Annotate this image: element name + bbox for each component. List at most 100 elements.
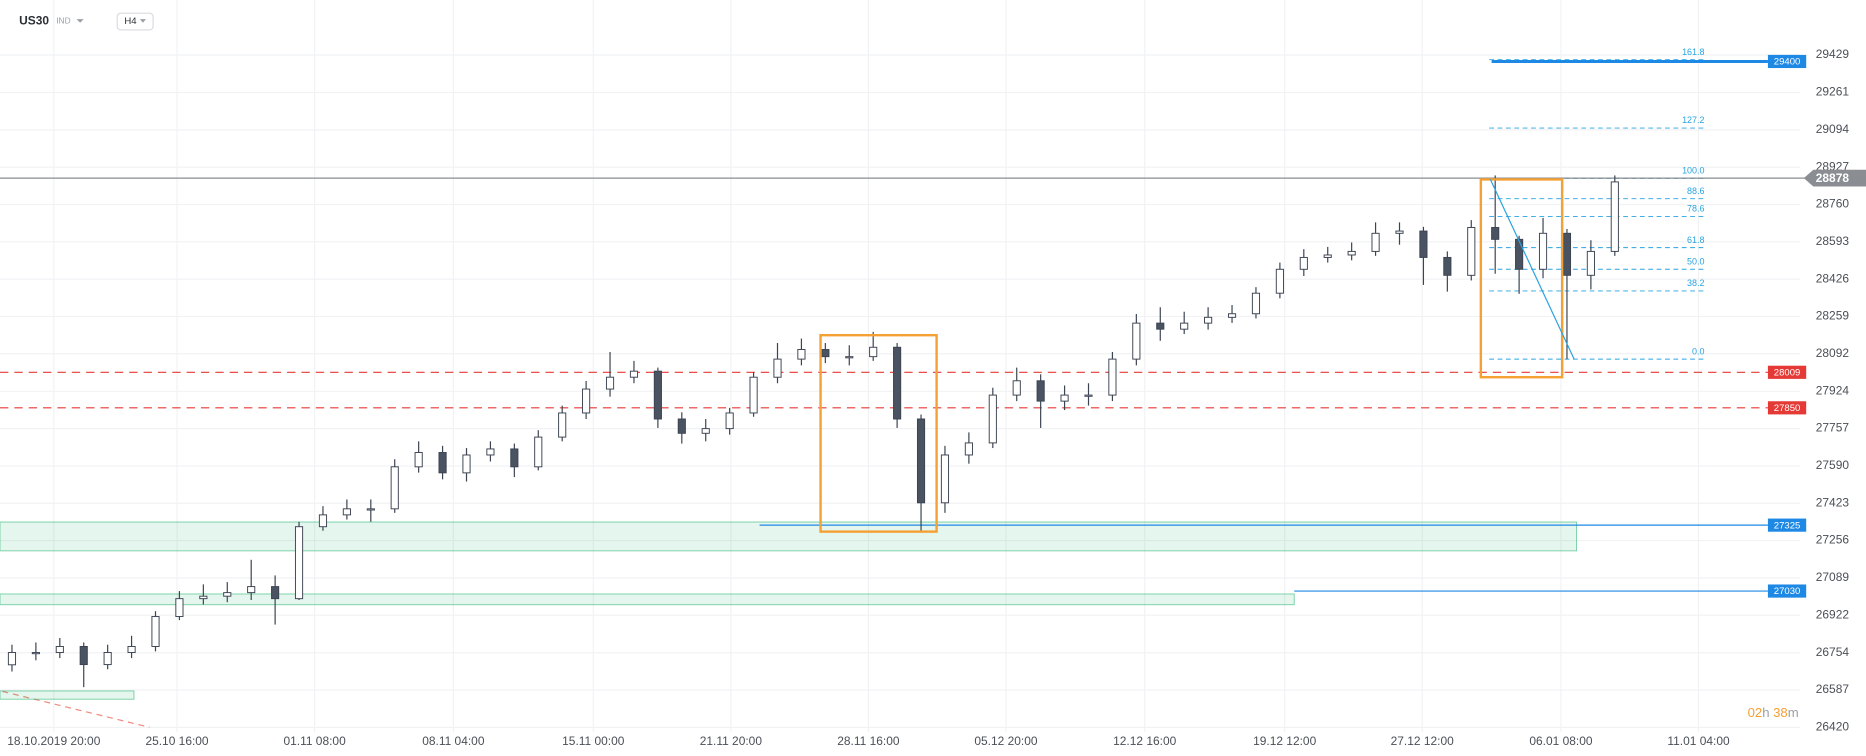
- x-tick-label: 05.12 20:00: [974, 734, 1037, 748]
- level-label-bg: [1767, 518, 1807, 532]
- candle-body: [127, 645, 136, 653]
- dropdown-arrow[interactable]: [139, 19, 146, 23]
- candle-body: [175, 598, 184, 618]
- candle-body: [31, 652, 40, 655]
- candle-body: [1227, 313, 1237, 318]
- candle-body: [151, 616, 160, 647]
- y-tick-label: 26420: [1816, 720, 1850, 734]
- candle-body: [845, 356, 854, 359]
- y-tick-label: 28426: [1816, 271, 1850, 285]
- y-tick-label: 28760: [1816, 197, 1850, 211]
- candle-body: [1180, 322, 1189, 330]
- candle-body: [1204, 316, 1213, 324]
- interval-button[interactable]: [116, 12, 154, 31]
- candle-body: [558, 412, 567, 438]
- candle-body: [1275, 268, 1284, 294]
- y-tick-label: 27924: [1816, 383, 1850, 397]
- candle-body: [1347, 250, 1356, 256]
- y-tick-label: 26754: [1816, 645, 1850, 659]
- y-tick-label: 27423: [1816, 495, 1850, 509]
- timer-unit: m: [1788, 706, 1799, 721]
- candle-body: [629, 370, 639, 378]
- candle-body: [1132, 322, 1141, 360]
- y-tick-label: 28092: [1816, 346, 1850, 360]
- y-tick-label: 27590: [1816, 458, 1850, 472]
- candle-body: [1515, 238, 1524, 270]
- candle-body: [79, 645, 88, 666]
- x-tick-label: 25.10 16:00: [145, 734, 208, 748]
- candle-body: [414, 452, 423, 468]
- zone: [0, 690, 135, 700]
- symbol[interactable]: US30: [19, 14, 49, 28]
- candle-body: [366, 508, 375, 511]
- candle-body: [893, 346, 902, 420]
- fib-label: 38.2: [1687, 278, 1704, 288]
- candle-body: [318, 514, 328, 528]
- candle-body: [1443, 256, 1452, 276]
- x-tick-label: 21.11 20:00: [700, 734, 763, 748]
- candle-body: [916, 418, 926, 504]
- zone: [0, 521, 1578, 552]
- fib-label: 161.8: [1682, 47, 1704, 57]
- timer-hours: 02: [1748, 706, 1763, 721]
- candle-body: [1084, 394, 1093, 397]
- candle-body: [988, 394, 997, 444]
- y-tick-label: 29429: [1816, 47, 1850, 61]
- candle-body: [653, 370, 662, 420]
- level-label-bg: [1767, 365, 1807, 379]
- current-price-tag: [1803, 169, 1866, 187]
- candle-body: [438, 452, 447, 474]
- fib-label: 88.6: [1687, 186, 1704, 196]
- y-tick-label: 26587: [1816, 682, 1850, 696]
- candle-body: [701, 428, 710, 434]
- candle-body: [773, 358, 782, 378]
- candle-body: [1419, 230, 1428, 258]
- candle-body: [462, 454, 471, 474]
- x-tick-label: 06.01 08:00: [1529, 734, 1592, 748]
- candle-body: [1467, 227, 1476, 276]
- candle-body: [7, 652, 17, 666]
- candle-body: [199, 595, 208, 600]
- highlight-box: [819, 334, 938, 533]
- candle-body: [1156, 322, 1165, 330]
- candle-body: [797, 349, 806, 360]
- timer-unit: h: [1762, 706, 1769, 721]
- y-tick-label: 29261: [1816, 85, 1850, 99]
- y-tick-label: 27089: [1816, 570, 1850, 584]
- y-tick-label: 29094: [1816, 122, 1850, 136]
- candle-body: [510, 448, 519, 468]
- candle-body: [1538, 232, 1548, 270]
- fib-label: 50.0: [1687, 256, 1704, 266]
- timer-minutes: 38: [1773, 706, 1788, 721]
- candle-body: [534, 436, 543, 468]
- zone: [0, 593, 1295, 606]
- candle-body: [940, 454, 950, 504]
- candle-body: [1610, 181, 1619, 252]
- y-tick-label: 27757: [1816, 421, 1850, 435]
- fib-trend-line: [1489, 179, 1575, 360]
- candle-body: [1323, 254, 1332, 258]
- candle-body: [964, 442, 973, 456]
- candle-body: [1299, 256, 1308, 270]
- candle-timer: 02h 38m: [1748, 706, 1799, 721]
- x-tick-label: 11.01 04:00: [1667, 734, 1730, 748]
- candle-body: [103, 652, 112, 666]
- candle-body: [271, 586, 280, 600]
- interval[interactable]: H4: [124, 16, 137, 27]
- level-label: 27850: [1774, 403, 1801, 414]
- level-label: 27325: [1774, 520, 1801, 531]
- x-tick-label: 08.11 04:00: [422, 734, 485, 748]
- candle-body: [1491, 227, 1500, 240]
- level-label: 28009: [1774, 367, 1801, 378]
- x-tick-label: 19.12 12:00: [1253, 734, 1316, 748]
- fib-label: 61.8: [1687, 235, 1704, 245]
- candle-body: [223, 592, 232, 597]
- fib-label: 0.0: [1692, 346, 1704, 356]
- y-tick-label: 28259: [1816, 309, 1850, 323]
- background-layer: [0, 0, 1801, 733]
- dropdown-arrow[interactable]: [76, 19, 84, 23]
- x-tick-label: 12.12 16:00: [1113, 734, 1176, 748]
- candle-body: [1060, 394, 1069, 402]
- highlight-box: [1479, 178, 1564, 379]
